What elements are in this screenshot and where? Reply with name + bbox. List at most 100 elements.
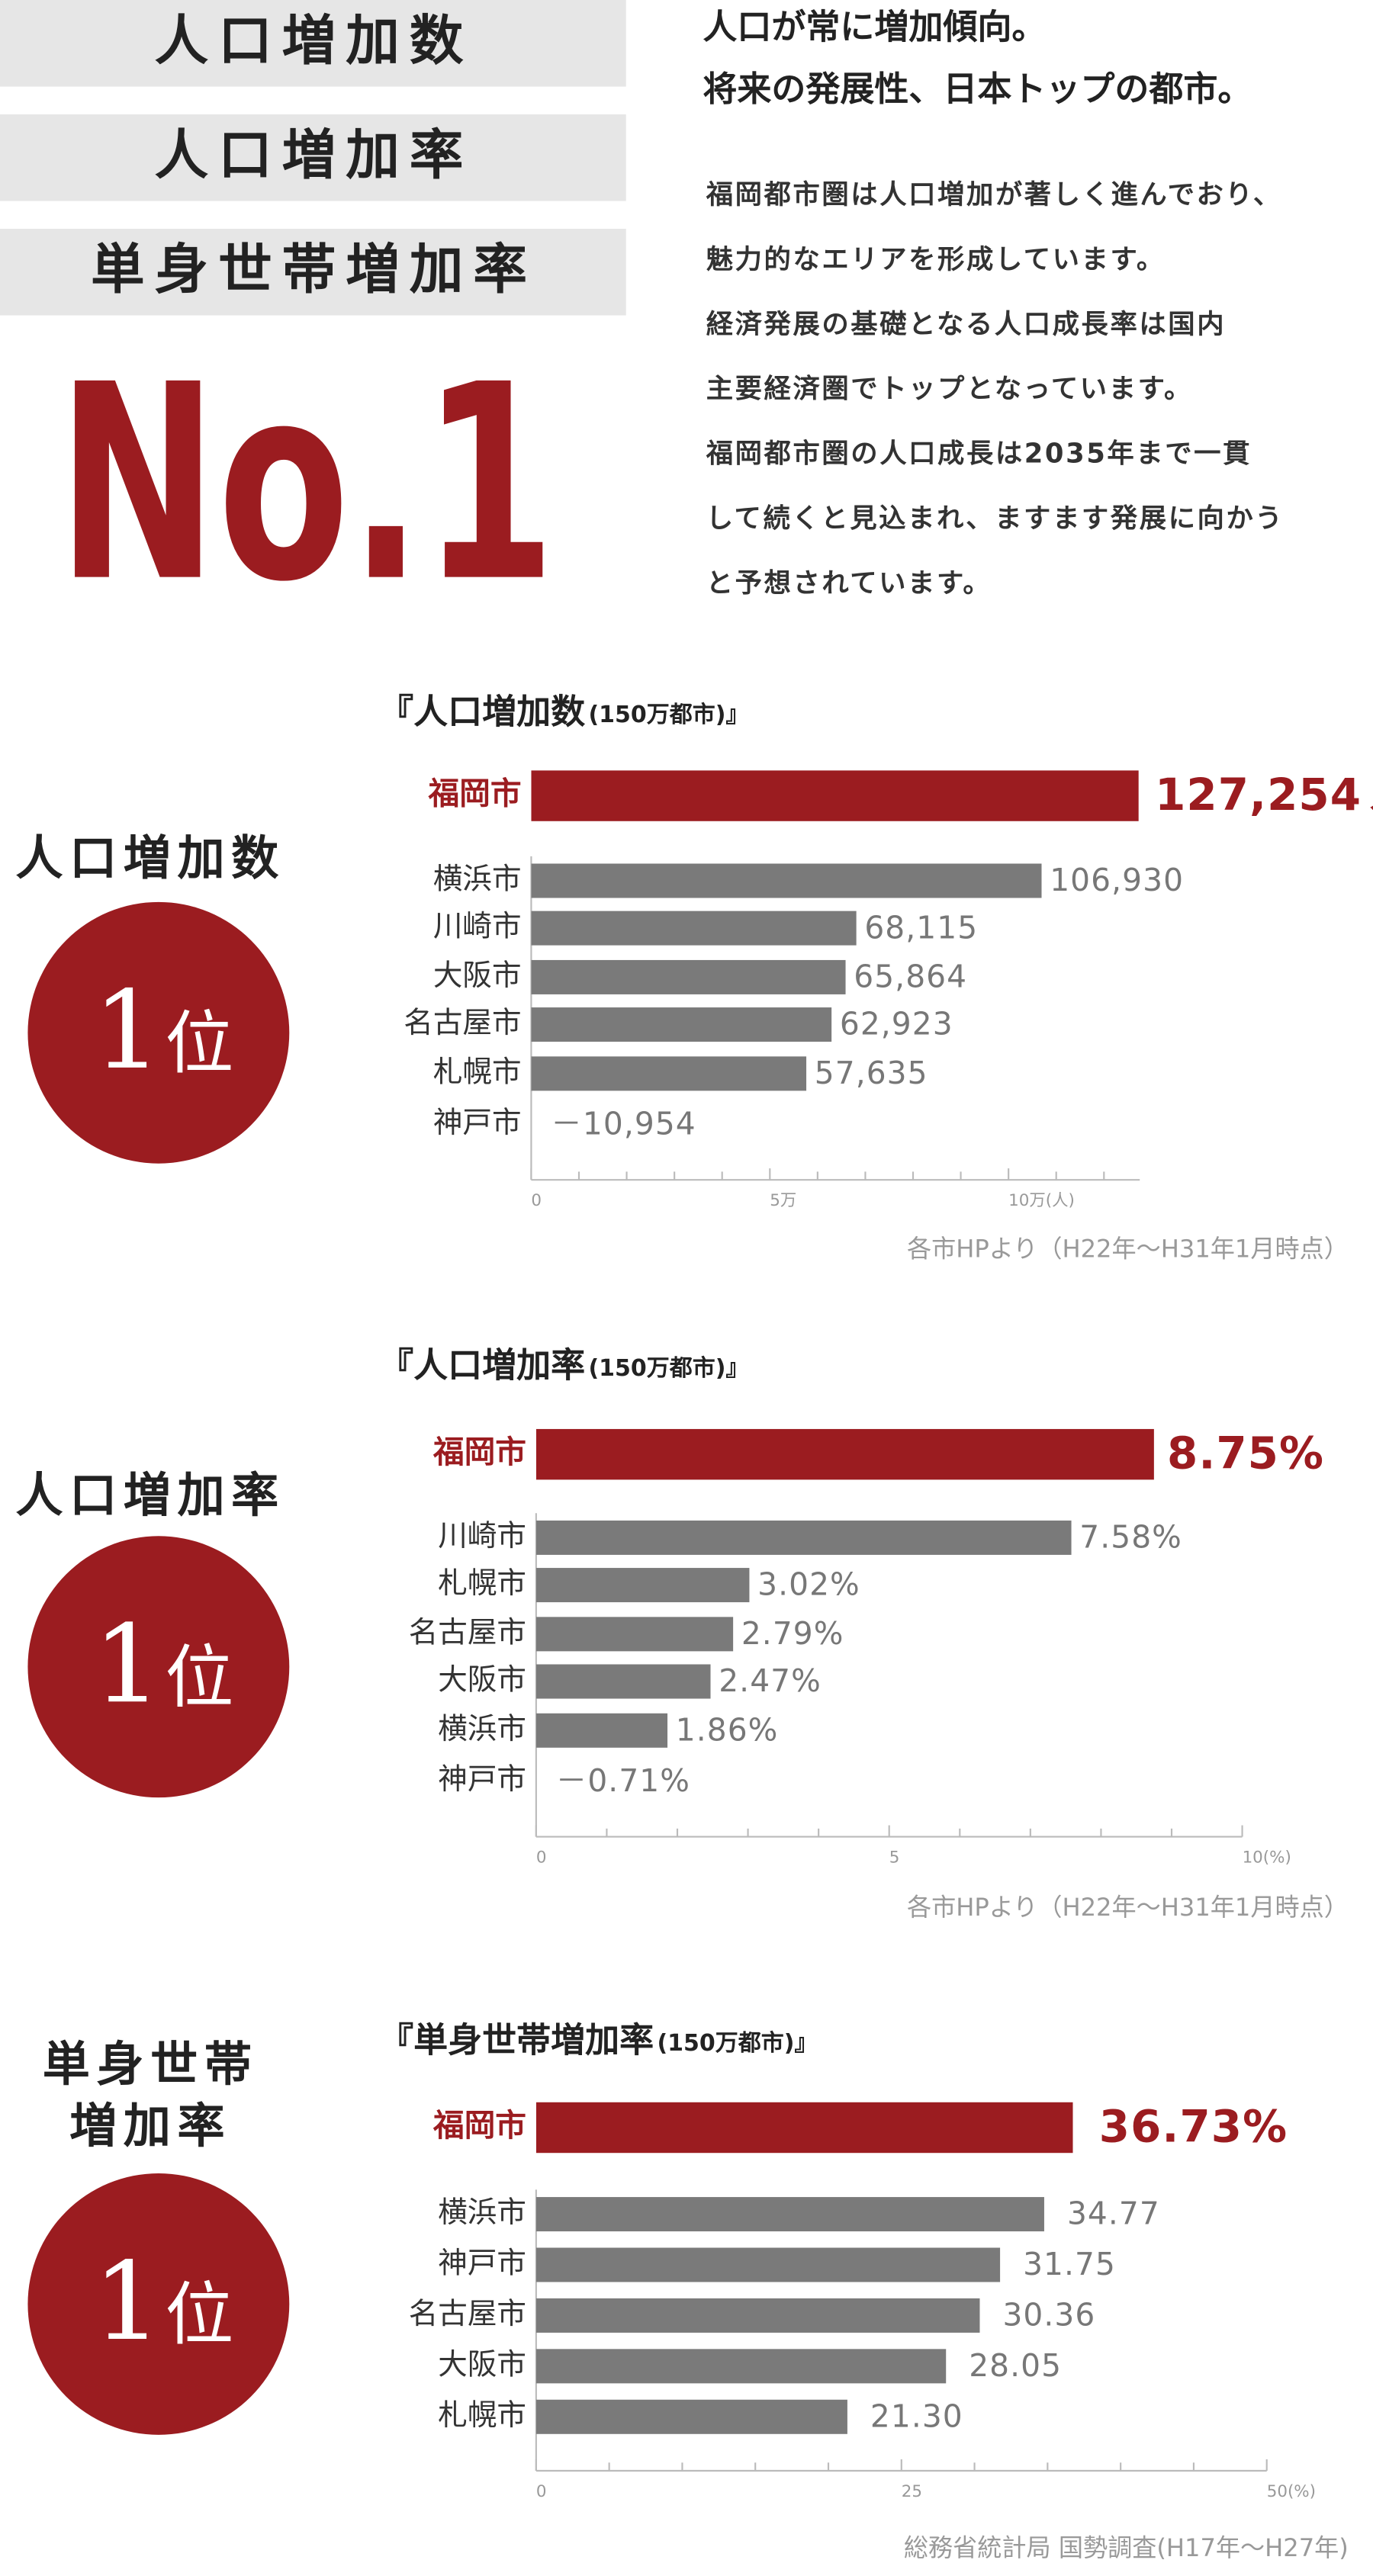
- value-label: 68,115: [864, 909, 978, 946]
- source-note: 総務省統計局 国勢調査(H17年～H27年): [904, 2533, 1349, 2562]
- value-label: 34.77: [1067, 2195, 1160, 2232]
- body-line: 主要経済圏でトップとなっています。: [706, 374, 1193, 405]
- bar: [535, 2298, 980, 2333]
- value-label: 62,923: [840, 1006, 953, 1042]
- chart-title: 『人口増加数: [379, 691, 585, 731]
- x-tick-label: 10(%): [1243, 1848, 1291, 1867]
- headline: 人口が常に増加傾向。: [703, 7, 1046, 47]
- badge-bg: [0, 0, 626, 87]
- bar: [531, 1107, 532, 1142]
- category-label: 大阪市: [433, 959, 522, 993]
- source-note: 各市HPより（H22年～H31年1月時点）: [907, 1893, 1349, 1922]
- category-label: 川崎市: [438, 1519, 526, 1553]
- category-label: 大阪市: [438, 1663, 526, 1698]
- bar: [535, 2349, 947, 2384]
- badge-bg: [0, 114, 626, 201]
- unit-label: 人: [1370, 780, 1373, 814]
- bar: [535, 2197, 1044, 2232]
- category-label: 神戸市: [438, 1762, 526, 1797]
- bar: [531, 770, 1139, 821]
- headline-number: No.1: [57, 328, 556, 641]
- body-line: 経済発展の基礎となる人口成長率は国内: [706, 309, 1226, 340]
- chart-title-note: (150万都市)』: [588, 1355, 748, 1382]
- body-line: 福岡都市圏の人口成長は2035年まで一貫: [706, 438, 1252, 470]
- category-label: 福岡市: [432, 1434, 526, 1470]
- category-label: 神戸市: [438, 2247, 526, 2281]
- rank-title: 単身世帯: [43, 2036, 259, 2092]
- value-label: 3.02%: [757, 1566, 860, 1603]
- category-label: 札幌市: [438, 2398, 526, 2433]
- chart-title: 『人口増加率: [379, 1345, 585, 1386]
- bar: [535, 2399, 847, 2434]
- rank-number: 1: [93, 2240, 162, 2365]
- bar: [535, 1713, 668, 1748]
- category-label: 名古屋市: [404, 1006, 521, 1040]
- bar: [535, 1520, 1072, 1555]
- category-label: 札幌市: [438, 1566, 526, 1601]
- value-label: －10,954: [551, 1105, 696, 1142]
- rank-title: 増加率: [69, 2098, 231, 2154]
- rank-number: 1: [93, 1602, 162, 1727]
- value-label: 8.75%: [1167, 1427, 1324, 1479]
- chart-title-note: (150万都市)』: [588, 702, 748, 728]
- body-line: と予想されています。: [706, 567, 992, 599]
- category-label: 神戸市: [433, 1106, 522, 1140]
- bar: [535, 2247, 1001, 2282]
- source-note: 各市HPより（H22年～H31年1月時点）: [907, 1234, 1349, 1263]
- x-tick-label: 50(%): [1267, 2482, 1316, 2501]
- bar: [535, 1428, 1154, 1480]
- value-label: 65,864: [854, 959, 967, 995]
- value-label: 7.58%: [1079, 1519, 1182, 1556]
- x-tick-label: 5: [889, 1848, 900, 1867]
- value-label: 21.30: [870, 2398, 963, 2434]
- value-label: －0.71%: [556, 1762, 690, 1799]
- x-tick-label: 0: [531, 1191, 542, 1210]
- badge: 人口増加率: [155, 123, 474, 186]
- bar: [531, 863, 1042, 898]
- rank-circle: [27, 1536, 290, 1798]
- value-label: 28.05: [969, 2347, 1062, 2384]
- bar: [535, 1664, 711, 1699]
- x-tick-label: 0: [536, 2482, 547, 2501]
- rank-title: 人口増加数: [15, 830, 285, 885]
- body-line: 福岡都市圏は人口増加が著しく進んでおり、: [706, 179, 1282, 210]
- value-label: 2.79%: [741, 1615, 844, 1652]
- category-label: 大阪市: [438, 2347, 526, 2382]
- bar: [531, 959, 846, 994]
- rank-suffix: 位: [165, 1637, 233, 1717]
- bar: [531, 911, 857, 946]
- headline: 将来の発展性、日本トップの都市。: [703, 69, 1252, 109]
- value-label: 2.47%: [719, 1662, 822, 1699]
- category-label: 名古屋市: [409, 2297, 526, 2331]
- value-label: 30.36: [1002, 2297, 1095, 2333]
- value-label: 31.75: [1023, 2246, 1116, 2282]
- x-tick-label: 5万: [770, 1191, 796, 1210]
- rank-circle: [27, 2173, 290, 2435]
- chart-title: 『単身世帯増加率: [379, 2020, 654, 2060]
- bar: [535, 1568, 750, 1603]
- bar: [535, 1617, 734, 1652]
- badge: 単身世帯増加率: [91, 237, 537, 300]
- body-line: して続くと見込まれ、ますます発展に向かう: [706, 503, 1285, 534]
- category-label: 名古屋市: [409, 1615, 526, 1649]
- rank-suffix: 位: [165, 2275, 233, 2355]
- value-label: 1.86%: [676, 1711, 779, 1748]
- value-label: 36.73%: [1099, 2100, 1288, 2152]
- category-label: 横浜市: [438, 1712, 526, 1746]
- bar: [531, 1056, 807, 1091]
- x-tick-label: 0: [536, 1848, 547, 1867]
- category-label: 札幌市: [433, 1055, 522, 1089]
- x-tick-label: 10万(人): [1008, 1191, 1075, 1210]
- value-label: 127,254: [1155, 769, 1362, 821]
- bar: [531, 1007, 832, 1042]
- rank-title: 人口増加率: [15, 1467, 285, 1523]
- body-line: 魅力的なエリアを形成しています。: [706, 244, 1166, 275]
- chart-title-note: (150万都市)』: [657, 2030, 817, 2057]
- value-label: 106,930: [1050, 862, 1184, 898]
- category-label: 福岡市: [427, 776, 521, 812]
- rank-number: 1: [93, 968, 162, 1094]
- body-text: 福岡都市圏は人口増加が著しく進んでおり、魅力的なエリアを形成しています。経済発展…: [706, 179, 1285, 599]
- rank-circle: [27, 901, 290, 1164]
- category-label: 横浜市: [433, 862, 522, 897]
